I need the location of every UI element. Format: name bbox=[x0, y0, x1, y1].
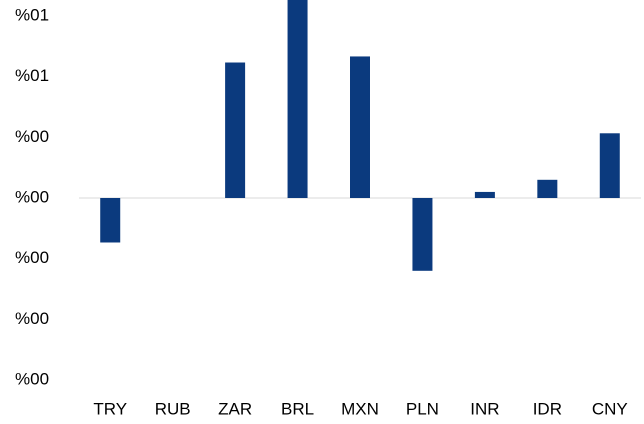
y-tick-label: %00 bbox=[15, 187, 49, 206]
bar bbox=[225, 62, 246, 199]
bar bbox=[350, 56, 370, 198]
x-tick-label: RUB bbox=[155, 399, 191, 418]
bar bbox=[537, 179, 558, 198]
x-tick-label: CNY bbox=[592, 399, 628, 418]
y-tick-label: %00 bbox=[15, 248, 49, 267]
bar bbox=[287, 0, 308, 198]
x-tick-label: BRL bbox=[281, 399, 314, 418]
x-tick-label: MXN bbox=[341, 399, 379, 418]
bar bbox=[100, 198, 121, 243]
bar bbox=[599, 133, 620, 198]
y-tick-label: %00 bbox=[15, 127, 49, 146]
bar bbox=[474, 191, 495, 198]
x-tick-label: PLN bbox=[406, 399, 439, 418]
y-tick-label: %01 bbox=[15, 5, 49, 24]
x-tick-label: TRY bbox=[93, 399, 127, 418]
x-tick-label: IDR bbox=[533, 399, 562, 418]
y-tick-label: %00 bbox=[15, 369, 49, 388]
bar bbox=[412, 198, 433, 271]
y-tick-label: %01 bbox=[15, 66, 49, 85]
x-tick-label: INR bbox=[470, 399, 499, 418]
y-tick-label: %00 bbox=[15, 309, 49, 328]
x-tick-label: ZAR bbox=[218, 399, 252, 418]
